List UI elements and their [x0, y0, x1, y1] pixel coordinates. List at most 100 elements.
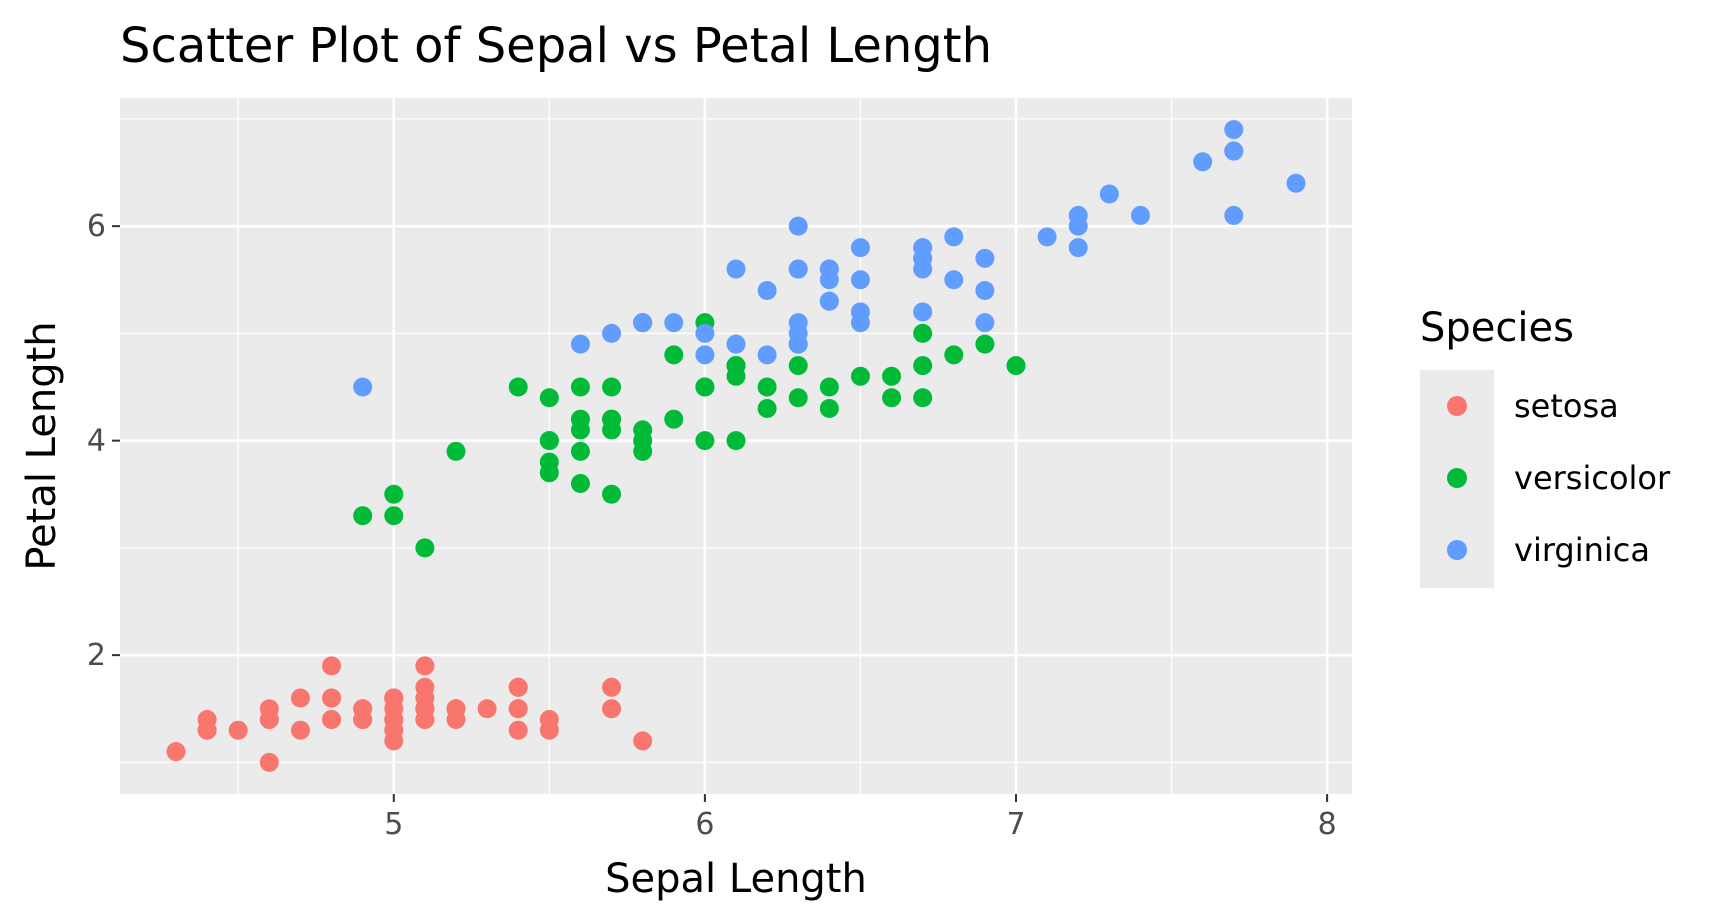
- data-points: [166, 120, 1306, 772]
- setosa-point-30: [322, 688, 342, 708]
- virginica-point-25: [1068, 216, 1088, 236]
- legend-items: setosa versicolor virginica: [1447, 387, 1671, 569]
- virginica-point-45: [913, 302, 933, 322]
- legend-item-virginica: virginica: [1447, 531, 1650, 569]
- versicolor-point-14: [570, 474, 590, 494]
- versicolor-point-19: [570, 441, 590, 461]
- setosa-point-43: [384, 688, 404, 708]
- versicolor-point-41: [726, 366, 746, 386]
- y-tick-label-2: 2: [87, 638, 106, 673]
- setosa-point-45: [322, 709, 342, 729]
- legend-key-setosa: [1447, 396, 1467, 416]
- versicolor-point-35: [695, 377, 715, 397]
- versicolor-point-12: [695, 431, 715, 451]
- versicolor-point-10: [384, 484, 404, 504]
- versicolor-point-8: [882, 366, 902, 386]
- y-axis-title: Petal Length: [19, 321, 65, 570]
- setosa-point-16: [508, 720, 528, 740]
- versicolor-point-0: [1006, 356, 1026, 376]
- versicolor-point-11: [664, 409, 684, 429]
- setosa-point-2: [290, 720, 310, 740]
- versicolor-point-49: [602, 420, 622, 440]
- legend: Species setosa versicolor virginica: [1420, 305, 1671, 588]
- chart-title: Scatter Plot of Sepal vs Petal Length: [120, 18, 992, 74]
- x-axis: 5 6 7 8: [384, 794, 1337, 842]
- virginica-point-44: [913, 248, 933, 268]
- versicolor-point-47: [757, 398, 777, 418]
- versicolor-point-18: [757, 377, 777, 397]
- virginica-point-5: [1193, 152, 1213, 172]
- setosa-point-42: [197, 720, 217, 740]
- versicolor-point-37: [788, 388, 808, 408]
- versicolor-point-16: [570, 377, 590, 397]
- versicolor-point-39: [539, 431, 559, 451]
- virginica-point-49: [664, 313, 684, 333]
- versicolor-point-15: [913, 388, 933, 408]
- setosa-point-32: [446, 699, 466, 719]
- versicolor-point-31: [539, 463, 559, 483]
- legend-label-versicolor: versicolor: [1514, 459, 1671, 497]
- versicolor-point-44: [570, 409, 590, 429]
- setosa-point-46: [415, 688, 435, 708]
- setosa-point-37: [353, 709, 373, 729]
- versicolor-point-27: [913, 323, 933, 343]
- setosa-point-29: [290, 688, 310, 708]
- versicolor-point-29: [602, 484, 622, 504]
- versicolor-point-7: [353, 506, 373, 526]
- virginica-point-12: [944, 270, 964, 290]
- setosa-point-49: [384, 709, 404, 729]
- series-virginica: [353, 120, 1306, 397]
- setosa-point-18: [602, 677, 622, 697]
- virginica-point-48: [757, 280, 777, 300]
- setosa-point-13: [166, 742, 186, 762]
- setosa-point-24: [322, 656, 342, 676]
- virginica-point-20: [975, 248, 995, 268]
- setosa-point-41: [228, 720, 248, 740]
- legend-label-setosa: setosa: [1514, 387, 1619, 425]
- virginica-point-7: [1099, 184, 1119, 204]
- virginica-point-6: [353, 377, 373, 397]
- versicolor-point-2: [975, 334, 995, 354]
- versicolor-point-42: [633, 431, 653, 451]
- virginica-point-13: [602, 323, 622, 343]
- versicolor-point-24: [819, 398, 839, 418]
- setosa-point-14: [633, 731, 653, 751]
- virginica-point-42: [633, 313, 653, 333]
- virginica-point-15: [819, 291, 839, 311]
- virginica-point-18: [1224, 120, 1244, 140]
- virginica-point-21: [570, 334, 590, 354]
- versicolor-point-48: [415, 538, 435, 558]
- x-tick-label-6: 6: [695, 807, 714, 842]
- plot-panel: [120, 98, 1352, 794]
- virginica-point-0: [788, 216, 808, 236]
- legend-label-virginica: virginica: [1514, 531, 1650, 569]
- versicolor-point-1: [819, 377, 839, 397]
- virginica-point-39: [975, 280, 995, 300]
- y-axis: 2 4 6: [87, 209, 120, 673]
- versicolor-point-36: [913, 356, 933, 376]
- virginica-point-29: [1068, 238, 1088, 258]
- versicolor-point-9: [446, 441, 466, 461]
- setosa-point-31: [508, 699, 528, 719]
- versicolor-point-4: [850, 366, 870, 386]
- series-versicolor: [353, 313, 1026, 558]
- legend-item-setosa: setosa: [1447, 387, 1619, 425]
- virginica-point-2: [1037, 227, 1057, 247]
- legend-title: Species: [1420, 305, 1574, 351]
- versicolor-point-34: [508, 377, 528, 397]
- versicolor-point-5: [602, 377, 622, 397]
- versicolor-point-25: [882, 388, 902, 408]
- versicolor-point-21: [726, 431, 746, 451]
- virginica-point-36: [788, 259, 808, 279]
- virginica-point-16: [850, 270, 870, 290]
- virginica-point-19: [695, 323, 715, 343]
- versicolor-point-40: [539, 388, 559, 408]
- virginica-point-47: [850, 302, 870, 322]
- setosa-point-22: [259, 752, 279, 772]
- virginica-point-27: [726, 334, 746, 354]
- versicolor-point-6: [788, 356, 808, 376]
- virginica-point-41: [975, 313, 995, 333]
- virginica-point-38: [695, 345, 715, 365]
- setosa-point-44: [415, 656, 435, 676]
